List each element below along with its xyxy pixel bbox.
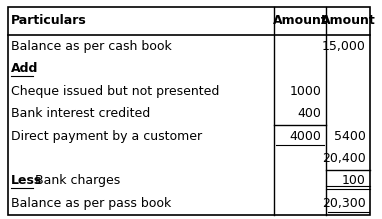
Text: 5400: 5400 [334, 130, 366, 143]
Text: Amount: Amount [273, 14, 327, 27]
Text: Bank charges: Bank charges [35, 175, 120, 187]
Text: 100: 100 [342, 175, 366, 187]
Text: 4000: 4000 [290, 130, 321, 143]
Text: Balance as per pass book: Balance as per pass book [11, 197, 172, 210]
Text: Direct payment by a customer: Direct payment by a customer [11, 130, 202, 143]
Text: 20,300: 20,300 [322, 197, 366, 210]
Text: Bank interest credited: Bank interest credited [11, 107, 151, 120]
Text: 20,400: 20,400 [322, 152, 366, 165]
Text: Add: Add [11, 62, 39, 75]
Text: 15,000: 15,000 [322, 40, 366, 53]
Text: Particulars: Particulars [11, 14, 87, 27]
Text: Less: Less [11, 175, 42, 187]
Text: Amount: Amount [321, 14, 376, 27]
Text: 1000: 1000 [290, 85, 321, 98]
Text: Balance as per cash book: Balance as per cash book [11, 40, 172, 53]
Text: 400: 400 [298, 107, 321, 120]
Text: Cheque issued but not presented: Cheque issued but not presented [11, 85, 220, 98]
